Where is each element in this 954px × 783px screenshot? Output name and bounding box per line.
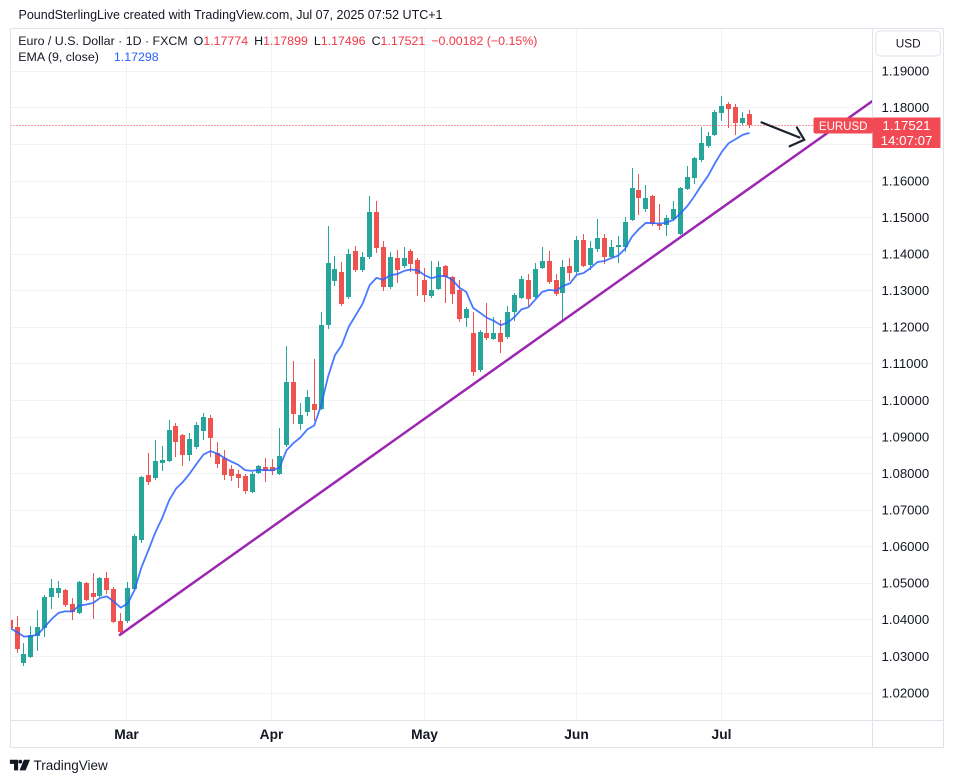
svg-text:Mar: Mar [114, 727, 139, 742]
svg-text:1.17521: 1.17521 [882, 118, 930, 133]
svg-text:1.02000: 1.02000 [882, 685, 930, 700]
svg-text:1.06000: 1.06000 [882, 539, 930, 554]
svg-text:1.07000: 1.07000 [882, 503, 930, 518]
svg-text:1.09000: 1.09000 [882, 429, 930, 444]
svg-text:EMA (9, close)1.17298: EMA (9, close) 1.17298 [18, 50, 158, 64]
svg-text:May: May [411, 727, 438, 742]
svg-text:1.05000: 1.05000 [882, 576, 930, 591]
svg-text:1.03000: 1.03000 [882, 649, 930, 664]
svg-text:1.19000: 1.19000 [882, 64, 930, 79]
svg-text:1.16000: 1.16000 [882, 173, 930, 188]
svg-text:EURUSD: EURUSD [819, 121, 868, 133]
svg-text:TradingView: TradingView [34, 758, 109, 773]
svg-text:1.18000: 1.18000 [882, 100, 930, 115]
svg-text:USD: USD [896, 37, 921, 51]
svg-text:1.14000: 1.14000 [882, 247, 930, 262]
svg-text:PoundSterlingLive created with: PoundSterlingLive created with TradingVi… [19, 8, 443, 22]
svg-text:1.15000: 1.15000 [882, 210, 930, 225]
svg-text:1.04000: 1.04000 [882, 612, 930, 627]
svg-text:1.10000: 1.10000 [882, 393, 930, 408]
svg-text:Apr: Apr [260, 727, 284, 742]
svg-text:1.12000: 1.12000 [882, 320, 930, 335]
svg-text:Jun: Jun [564, 727, 589, 742]
svg-text:Jul: Jul [712, 727, 732, 742]
svg-text:1.08000: 1.08000 [882, 466, 930, 481]
svg-text:14:07:07: 14:07:07 [881, 133, 933, 148]
svg-text:1.11000: 1.11000 [882, 356, 929, 371]
svg-text:Euro / U.S. Dollar · 1D · FXCM: Euro / U.S. Dollar · 1D · FXCM O1.17774 H1… [18, 34, 537, 48]
svg-text:1.13000: 1.13000 [882, 283, 930, 298]
